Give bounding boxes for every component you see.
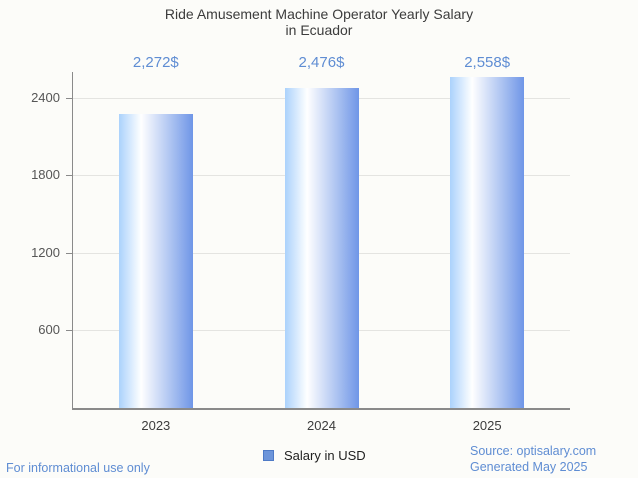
y-axis-label: 2400	[31, 89, 60, 105]
plot-area: 600 1200 1800 2400 2023 2,272$ 2024 2,476$ 2025 2…	[31, 54, 570, 433]
y-axis-tick	[66, 330, 73, 332]
legend-marker-icon	[263, 449, 274, 461]
chart-title-line2: in Ecuador	[285, 22, 353, 38]
legend-label: Salary in USD	[284, 447, 366, 463]
bar[interactable]	[284, 88, 359, 408]
source-block: Source: optisalary.com Generated May 202…	[470, 443, 596, 475]
y-axis-tick	[66, 252, 73, 254]
y-axis-tick	[66, 175, 73, 177]
x-axis-label: 2024	[307, 418, 336, 433]
y-axis-label: 1800	[31, 167, 60, 183]
y-axis-tick	[66, 97, 73, 99]
generated-text: Generated May 2025	[470, 460, 588, 474]
legend: Salary in USD	[263, 447, 366, 463]
bar-value-label: 2,558$	[464, 54, 511, 71]
chart-title: Ride Amusement Machine Operator Yearly S…	[0, 6, 638, 38]
x-axis-label: 2025	[472, 418, 502, 433]
source-text: Source: optisalary.com	[470, 444, 597, 458]
bar-value-label: 2,272$	[132, 54, 179, 71]
chart-title-line1: Ride Amusement Machine Operator Yearly S…	[164, 6, 474, 22]
y-axis-label: 600	[38, 322, 60, 338]
bar[interactable]	[450, 77, 525, 408]
y-axis-label: 1200	[31, 244, 60, 260]
disclaimer-text: For informational use only	[6, 461, 150, 475]
bar[interactable]	[118, 114, 193, 408]
bar-value-label: 2,476$	[298, 54, 345, 71]
x-axis-label: 2023	[141, 418, 171, 433]
